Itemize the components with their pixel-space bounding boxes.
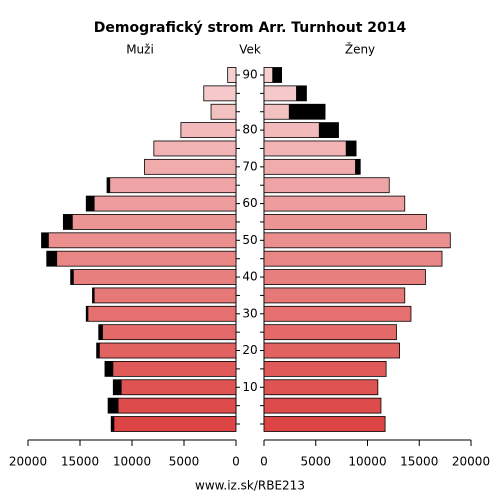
- excess-male: [104, 361, 114, 377]
- y-tick-label: 50: [242, 233, 257, 247]
- excess-male: [107, 177, 111, 193]
- y-tick-label: 20: [242, 343, 257, 357]
- x-tick-label: 20000: [452, 455, 490, 469]
- excess-female: [272, 67, 282, 83]
- excess-female: [345, 140, 357, 156]
- bar-male: [70, 269, 237, 285]
- bar-male: [96, 342, 237, 359]
- chart-title: Demografický strom Arr. Turnhout 2014: [94, 20, 407, 36]
- bar-female: [263, 177, 390, 194]
- center-label: Vek: [239, 43, 261, 57]
- bar-male: [110, 416, 237, 432]
- excess-male: [41, 232, 49, 248]
- excess-male: [86, 306, 89, 322]
- bar-male: [112, 379, 237, 396]
- excess-female: [296, 85, 307, 101]
- bar-male: [144, 158, 237, 175]
- excess-male: [96, 343, 100, 359]
- excess-male: [92, 287, 95, 303]
- bar-female: [263, 140, 357, 157]
- y-tick-label: 30: [242, 306, 257, 320]
- y-tick-label: 90: [242, 68, 257, 82]
- bar-female: [263, 269, 426, 285]
- x-tick-label: 20000: [9, 455, 47, 469]
- bar-female: [263, 250, 443, 267]
- bar-male: [104, 360, 237, 377]
- y-tick-label: 10: [242, 380, 257, 394]
- bar-male: [153, 140, 237, 157]
- bar-female: [263, 195, 406, 212]
- bar-male: [98, 324, 237, 341]
- x-tick-label: 15000: [400, 455, 438, 469]
- excess-female: [318, 122, 339, 138]
- excess-female: [288, 104, 326, 120]
- excess-male: [46, 251, 58, 267]
- bar-female: [263, 379, 379, 396]
- x-tick-label: 10000: [348, 455, 386, 469]
- bar-male: [107, 397, 237, 414]
- bar-female: [263, 158, 361, 175]
- bar-female: [263, 397, 382, 414]
- x-tick-label: 0: [232, 455, 240, 469]
- bar-female: [263, 416, 386, 432]
- bar-female: [263, 360, 387, 377]
- bar-male: [106, 177, 237, 194]
- bar-female: [263, 305, 412, 322]
- x-tick-label: 15000: [61, 455, 99, 469]
- x-tick-label: 5000: [300, 455, 331, 469]
- bar-male: [62, 214, 237, 230]
- y-tick-label: 80: [242, 123, 257, 137]
- bar-female: [263, 214, 427, 230]
- excess-male: [70, 269, 74, 285]
- bar-male: [210, 103, 237, 120]
- bar-male: [180, 122, 237, 139]
- bar-male: [85, 305, 237, 322]
- excess-male: [111, 416, 115, 432]
- y-tick-label: 40: [242, 270, 257, 284]
- x-tick-label: 0: [260, 455, 268, 469]
- y-tick-label: 60: [242, 196, 257, 210]
- excess-male: [86, 196, 95, 212]
- bar-male: [92, 287, 237, 304]
- source: www.iz.sk/RBE213: [195, 479, 305, 493]
- bar-male: [85, 195, 237, 212]
- bar-female: [263, 287, 406, 304]
- excess-male: [98, 324, 103, 340]
- right-label: Ženy: [345, 42, 375, 57]
- bar-male: [41, 232, 237, 249]
- bar-male: [46, 250, 237, 267]
- bar-female: [263, 342, 400, 359]
- excess-male: [63, 214, 73, 230]
- bar-male: [203, 85, 237, 102]
- x-tick-label: 10000: [113, 455, 151, 469]
- bar-female: [263, 232, 451, 249]
- x-tick-label: 5000: [169, 455, 200, 469]
- left-label: Muži: [126, 43, 154, 57]
- excess-male: [108, 398, 119, 414]
- bar-female: [263, 324, 397, 341]
- excess-female: [355, 159, 361, 175]
- y-tick-label: 70: [242, 159, 257, 173]
- bar-male: [227, 67, 237, 83]
- excess-male: [113, 379, 122, 395]
